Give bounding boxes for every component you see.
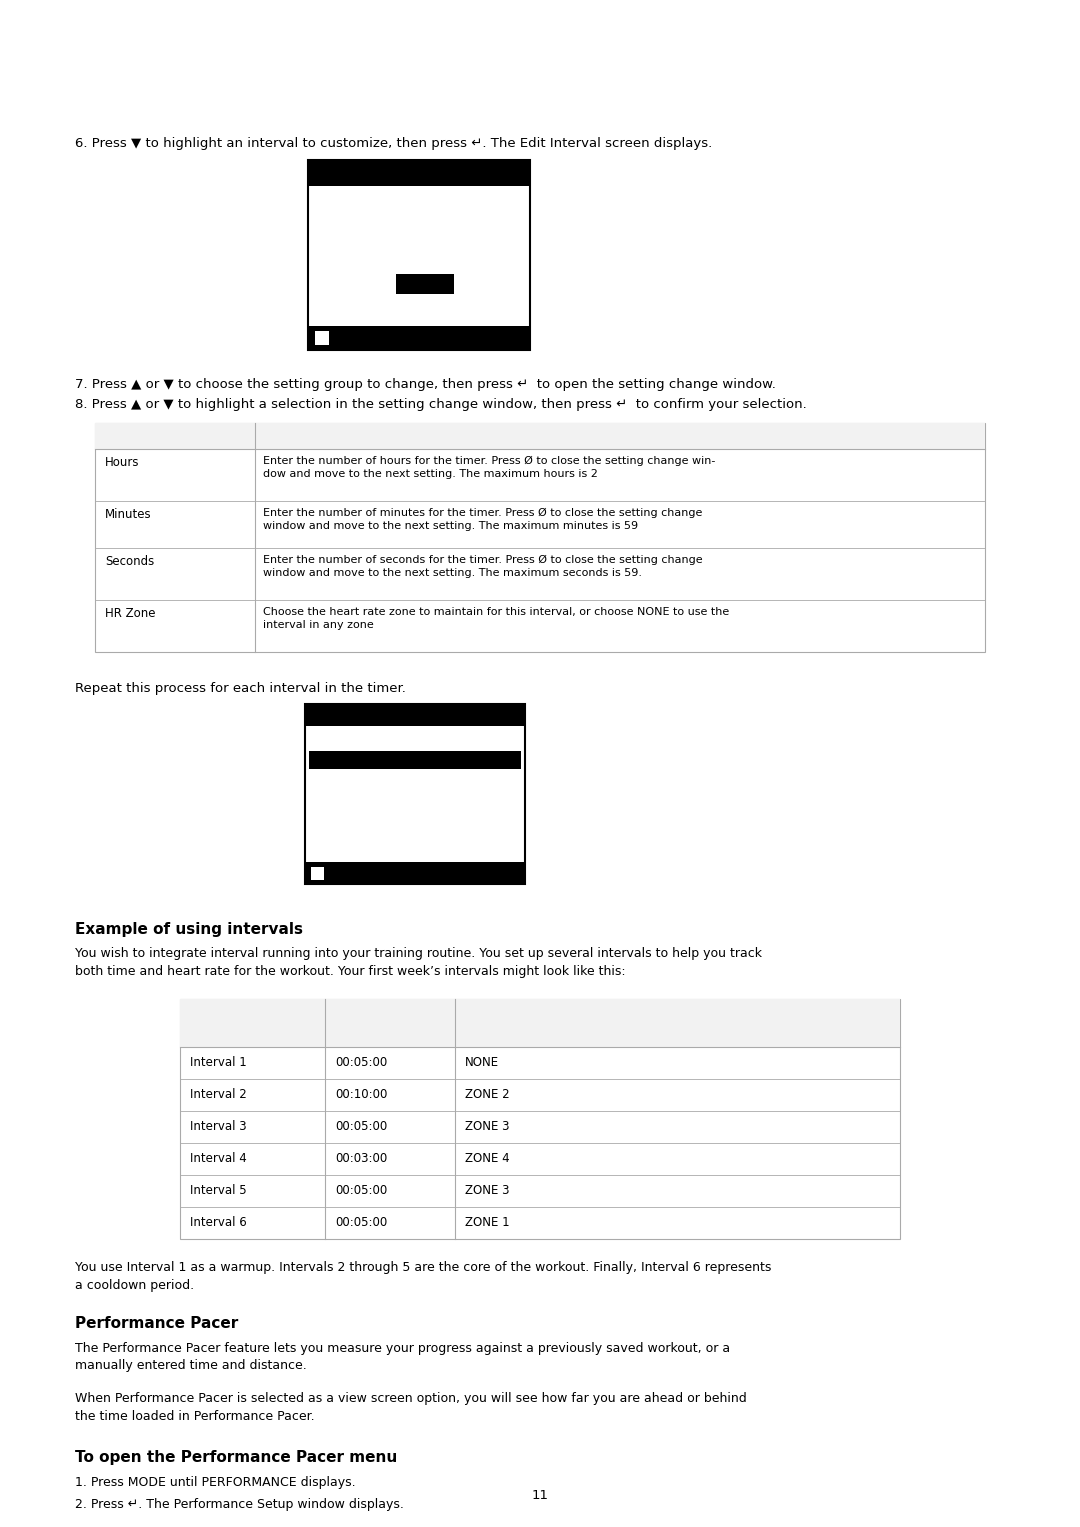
Text: Heart Rate
Zone: Heart Rate Zone <box>639 1009 716 1037</box>
Text: The Performance Pacer feature lets you measure your progress against a previousl: The Performance Pacer feature lets you m… <box>75 1342 730 1373</box>
Text: 00:05:00: 00:05:00 <box>335 1057 388 1069</box>
Text: Interval 2: Interval 2 <box>190 1089 246 1101</box>
Bar <box>305 704 525 725</box>
Text: You wish to integrate interval running into your training routine. You set up se: You wish to integrate interval running i… <box>75 947 762 977</box>
Text: 11:37AM: 11:37AM <box>396 333 442 344</box>
Bar <box>305 704 525 884</box>
Bar <box>309 751 521 770</box>
Text: 1.  00:05:00: 1. 00:05:00 <box>319 754 400 765</box>
Text: When Performance Pacer is selected as a view screen option, you will see how far: When Performance Pacer is selected as a … <box>75 1393 746 1423</box>
Text: 1. Press MODE until PERFORMANCE displays.: 1. Press MODE until PERFORMANCE displays… <box>75 1477 355 1489</box>
Text: ZONE 4: ZONE 4 <box>465 1153 510 1165</box>
Text: You use Interval 1 as a warmup. Intervals 2 through 5 are the core of the workou: You use Interval 1 as a warmup. Interval… <box>75 1261 771 1292</box>
Text: Interval 3: Interval 3 <box>190 1121 246 1133</box>
Text: Interval 5: Interval 5 <box>190 1185 246 1197</box>
Text: 8. Press ▲ or ▼ to highlight a selection in the setting change window, then pres: 8. Press ▲ or ▼ to highlight a selection… <box>75 399 807 411</box>
Text: Time: Time <box>373 1017 407 1029</box>
Text: Repeat this process for each interval in the timer.: Repeat this process for each interval in… <box>75 683 406 695</box>
Text: Enter the number of minutes for the timer. Press Ø to close the setting change
w: Enter the number of minutes for the time… <box>264 508 702 531</box>
Text: ZONE 2: ZONE 2 <box>465 1089 510 1101</box>
Text: 6. Press ▼ to highlight an interval to customize, then press ↵. The Edit Interva: 6. Press ▼ to highlight an interval to c… <box>75 137 712 150</box>
Text: To open the Performance Pacer menu: To open the Performance Pacer menu <box>75 1451 397 1464</box>
Text: ZONE 3: ZONE 3 <box>465 1185 510 1197</box>
Text: 11:38AM: 11:38AM <box>392 867 438 878</box>
Text: 00:05:00: 00:05:00 <box>335 1121 388 1133</box>
Bar <box>311 867 324 880</box>
Text: Example of using intervals: Example of using intervals <box>75 922 303 938</box>
Text: TIMER 5: TIMER 5 <box>390 710 441 721</box>
Text: 0:05:00: 0:05:00 <box>337 229 501 267</box>
Text: INTERVAL  1: INTERVAL 1 <box>381 168 457 179</box>
Text: Interval: Interval <box>226 1017 280 1029</box>
Text: 2. Press ↵. The Performance Setup window displays.: 2. Press ↵. The Performance Setup window… <box>75 1498 404 1512</box>
Text: 00:05:00: 00:05:00 <box>335 1185 388 1197</box>
Bar <box>180 999 900 1238</box>
Bar <box>308 160 530 186</box>
Text: ZONE 3: ZONE 3 <box>465 1121 510 1133</box>
Bar <box>308 325 530 350</box>
Text: 11: 11 <box>531 1489 549 1503</box>
Text: ZONE 1: ZONE 1 <box>465 1217 510 1229</box>
Text: Interval 4: Interval 4 <box>190 1153 246 1165</box>
Text: HR ZONE:: HR ZONE: <box>326 281 381 292</box>
Text: 00:03:00: 00:03:00 <box>335 1153 388 1165</box>
Bar <box>95 423 985 652</box>
Text: Enter the number of seconds for the timer. Press Ø to close the setting change
w: Enter the number of seconds for the time… <box>264 554 703 579</box>
Bar <box>305 863 525 884</box>
Bar <box>396 273 454 295</box>
Text: Performance Pacer: Performance Pacer <box>75 1316 239 1332</box>
Text: Setting Group: Setting Group <box>126 429 224 443</box>
Text: ZONE 1: ZONE 1 <box>404 279 446 289</box>
Text: Interval 1: Interval 1 <box>190 1057 246 1069</box>
Text: 00:05:00: 00:05:00 <box>335 1217 388 1229</box>
Text: HR Zone: HR Zone <box>105 608 156 620</box>
Text: 7. Press ▲ or ▼ to choose the setting group to change, then press ↵  to open the: 7. Press ▲ or ▼ to choose the setting gr… <box>75 379 775 391</box>
Text: Seconds: Seconds <box>105 554 154 568</box>
Text: Adjustment: Adjustment <box>580 429 661 443</box>
Text: 2.  00:10:00: 2. 00:10:00 <box>319 773 400 783</box>
Bar <box>180 999 900 1048</box>
Bar <box>315 331 329 345</box>
Bar <box>95 423 985 449</box>
Text: 00:10:00: 00:10:00 <box>335 1089 388 1101</box>
Text: NONE: NONE <box>465 1057 499 1069</box>
Bar <box>308 160 530 350</box>
Text: Minutes: Minutes <box>105 508 151 521</box>
Text: Hours: Hours <box>105 457 139 469</box>
Text: Choose the heart rate zone to maintain for this interval, or choose NONE to use : Choose the heart rate zone to maintain f… <box>264 608 729 629</box>
Text: Enter the number of hours for the timer. Press Ø to close the setting change win: Enter the number of hours for the timer.… <box>264 457 715 479</box>
Text: Interval 6: Interval 6 <box>190 1217 246 1229</box>
Text: 3.  00:03:00: 3. 00:03:00 <box>319 789 400 799</box>
